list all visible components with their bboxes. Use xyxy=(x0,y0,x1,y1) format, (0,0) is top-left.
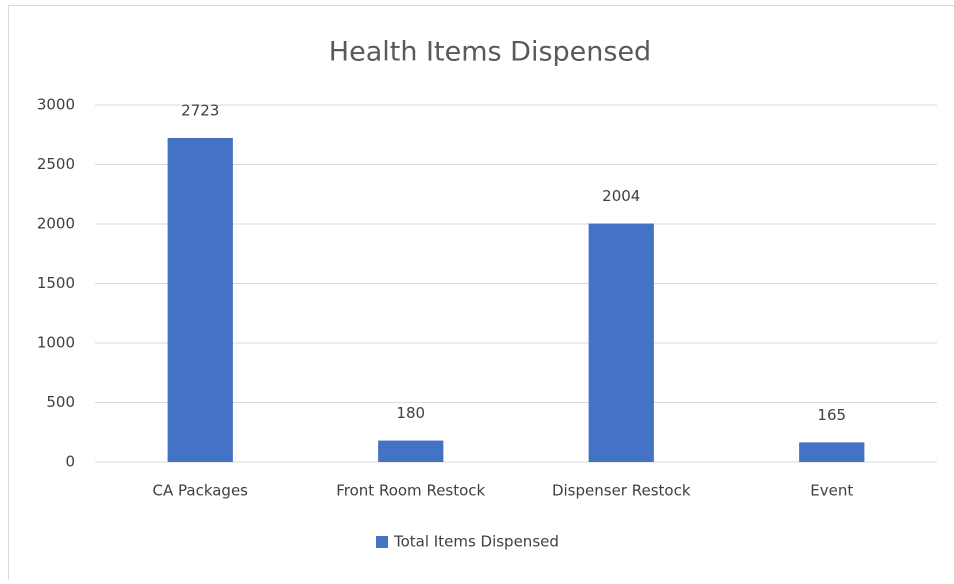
data-label: 2723 xyxy=(181,101,219,119)
x-tick-label: Dispenser Restock xyxy=(552,482,691,500)
x-tick-label: Front Room Restock xyxy=(336,482,485,500)
y-tick-label: 1000 xyxy=(37,334,75,352)
bar xyxy=(168,138,233,462)
bar xyxy=(378,441,443,462)
y-tick-label: 2000 xyxy=(37,215,75,233)
y-tick-label: 1500 xyxy=(37,274,75,292)
data-label: 2004 xyxy=(602,187,640,205)
y-tick-label: 3000 xyxy=(37,96,75,114)
bar xyxy=(799,442,864,462)
bar xyxy=(589,224,654,462)
legend-label: Total Items Dispensed xyxy=(393,533,559,551)
y-tick-label: 500 xyxy=(46,393,75,411)
x-tick-label: Event xyxy=(810,482,853,500)
chart-title: Health Items Dispensed xyxy=(329,37,651,68)
data-label: 180 xyxy=(396,404,425,422)
y-tick-label: 0 xyxy=(65,453,75,471)
legend-swatch xyxy=(376,536,388,548)
y-tick-label: 2500 xyxy=(37,155,75,173)
x-tick-label: CA Packages xyxy=(153,482,249,500)
data-label: 165 xyxy=(817,406,846,424)
